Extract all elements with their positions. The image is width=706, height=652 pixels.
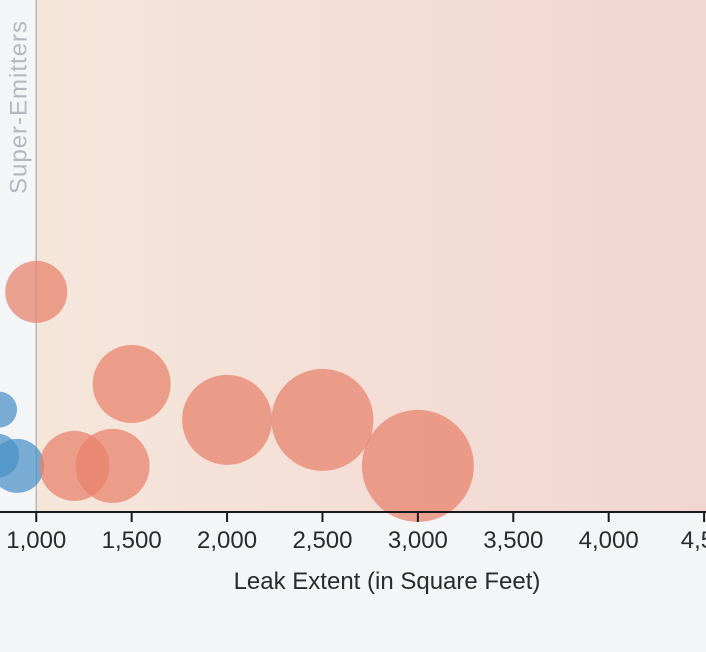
bubble-super-3 xyxy=(92,345,171,423)
bubble-super-5 xyxy=(271,368,374,471)
x-tick-label: 3,000 xyxy=(388,527,448,554)
threshold-label: Super-Emitters xyxy=(5,20,32,194)
x-tick-label: 1,000 xyxy=(6,527,66,554)
x-tick-label: 4,50 xyxy=(681,527,706,554)
x-tick-label: 2,000 xyxy=(197,527,257,554)
bubble-layer xyxy=(0,260,474,522)
bubble-super-2 xyxy=(75,428,150,503)
bubble-normal-0 xyxy=(0,391,18,428)
x-axis-title: Leak Extent (in Square Feet) xyxy=(234,568,541,595)
bubble-super-0 xyxy=(5,260,68,323)
bubble-super-4 xyxy=(182,374,273,465)
bubble-super-6 xyxy=(361,409,474,522)
x-tick-label: 4,000 xyxy=(579,527,639,554)
bubble-normal-2 xyxy=(0,438,45,493)
x-tick-label: 3,500 xyxy=(483,527,543,554)
x-axis-ticks: 1,000 1,500 2,000 2,500 3,000 3,500 4,000 4,50 xyxy=(6,512,706,554)
x-tick-label: 2,500 xyxy=(292,527,352,554)
x-tick-label: 1,500 xyxy=(102,527,162,554)
